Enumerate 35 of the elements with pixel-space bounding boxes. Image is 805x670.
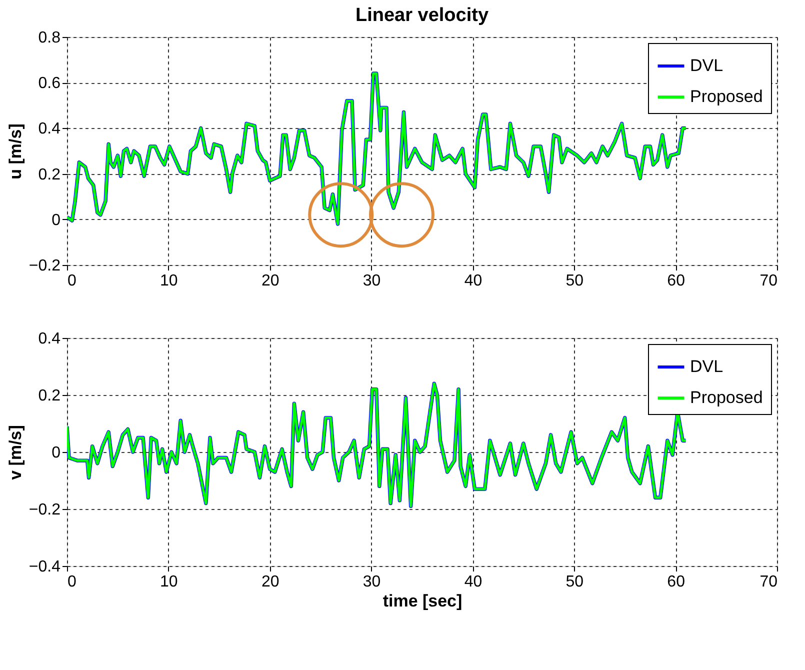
x-tick-label: 30 — [362, 272, 381, 290]
y-tick-label: 0.2 — [38, 166, 61, 184]
x-tick-label: 10 — [160, 574, 178, 590]
chart-title: Linear velocity — [355, 5, 489, 26]
y-tick-label: −0.2 — [28, 502, 61, 518]
x-tick-label: 20 — [261, 272, 280, 290]
x-axis-title: time [sec] — [382, 592, 462, 610]
x-tick-label: 0 — [68, 574, 76, 590]
legend-label: DVL — [690, 56, 724, 75]
x-tick-label: 40 — [464, 272, 482, 290]
legend-label: Proposed — [690, 87, 763, 106]
y-tick-label: 0.8 — [38, 30, 61, 46]
x-tick-label: 10 — [160, 272, 178, 290]
legend-label: Proposed — [690, 388, 763, 407]
y-axis-title: v [m/s] — [6, 425, 25, 480]
x-tick-label: 60 — [667, 574, 686, 590]
x-tick-label: 40 — [464, 574, 482, 590]
x-tick-label: 0 — [68, 272, 76, 290]
y-tick-label: 0.4 — [38, 330, 61, 348]
y-tick-label: 0.2 — [38, 388, 61, 404]
y-tick-label: −0.2 — [28, 258, 61, 274]
y-tick-label: 0.6 — [38, 75, 61, 92]
x-tick-label: 20 — [261, 574, 280, 590]
y-tick-label: −0.4 — [28, 558, 61, 576]
x-tick-label: 70 — [760, 272, 778, 290]
y-tick-label: 0.4 — [38, 120, 61, 138]
x-tick-label: 50 — [566, 272, 584, 290]
legend-label: DVL — [690, 357, 724, 376]
y-axis-title: u [m/s] — [6, 124, 25, 180]
x-tick-label: 60 — [667, 272, 686, 290]
x-tick-label: 50 — [566, 574, 584, 590]
y-tick-label: 0 — [52, 444, 61, 462]
y-tick-label: 0 — [52, 212, 61, 229]
x-tick-label: 30 — [362, 574, 381, 590]
x-tick-label: 70 — [760, 574, 778, 590]
